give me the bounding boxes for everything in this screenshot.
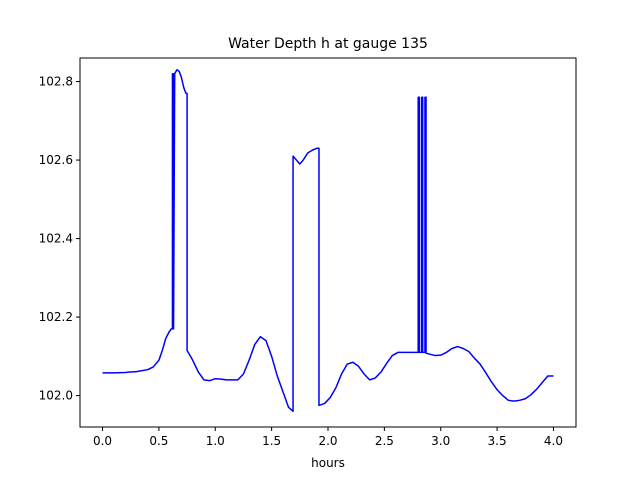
y-tick-label: 102.6	[39, 153, 73, 167]
x-axis: 0.0 0.5 1.0 1.5 2.0 2.5 3.0 3.5 4.0	[93, 427, 563, 448]
y-tick-label: 102.8	[39, 75, 73, 89]
series-line	[102, 69, 554, 413]
x-tick-label: 3.0	[431, 434, 450, 448]
x-tick-label: 0.5	[149, 434, 168, 448]
y-tick-label: 102.0	[39, 389, 73, 403]
x-tick-label: 2.0	[318, 434, 337, 448]
data-layer	[102, 69, 554, 413]
chart-title: Water Depth h at gauge 135	[228, 36, 428, 52]
x-tick-label: 1.5	[262, 434, 281, 448]
x-tick-label: 3.5	[488, 434, 507, 448]
x-axis-label: hours	[311, 456, 345, 470]
x-tick-label: 0.0	[93, 434, 112, 448]
y-tick-label: 102.4	[39, 232, 73, 246]
x-tick-label: 2.5	[375, 434, 394, 448]
plot-area-frame	[79, 57, 577, 428]
x-tick-label: 1.0	[206, 434, 225, 448]
y-axis: 102.0 102.2 102.4 102.6 102.8	[39, 75, 80, 403]
x-tick-label: 4.0	[544, 434, 563, 448]
y-tick-label: 102.2	[39, 310, 73, 324]
